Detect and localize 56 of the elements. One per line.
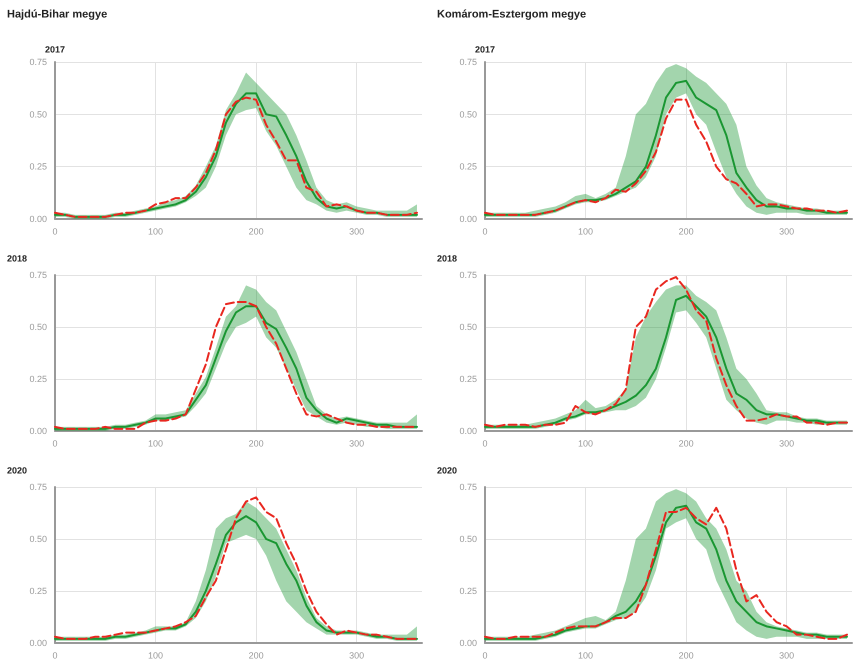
y-tick-label: 0.75 <box>29 482 47 492</box>
x-tick-label: 100 <box>148 650 164 660</box>
y-tick-label: 0.75 <box>459 270 477 280</box>
x-tick-label: 200 <box>248 650 264 660</box>
x-tick-label: 100 <box>578 650 594 660</box>
y-tick-label: 0.75 <box>459 57 477 67</box>
y-tick-label: 0.50 <box>459 322 477 332</box>
x-tick-label: 200 <box>248 226 264 236</box>
x-tick-label: 300 <box>349 226 364 236</box>
x-tick-label: 0 <box>52 438 58 448</box>
chart-subtitle: 2017 <box>475 44 496 54</box>
x-tick-label: 0 <box>52 226 58 236</box>
x-tick-label: 0 <box>482 226 488 236</box>
chart-subtitle: 2017 <box>45 44 66 54</box>
x-tick-label: 0 <box>482 438 488 448</box>
x-tick-label: 300 <box>349 438 364 448</box>
y-tick-label: 0.00 <box>459 426 477 436</box>
y-tick-label: 0.25 <box>459 374 477 384</box>
y-tick-label: 0.75 <box>29 57 47 67</box>
y-tick-label: 0.50 <box>29 322 47 332</box>
x-tick-label: 0 <box>482 650 488 660</box>
x-tick-label: 300 <box>779 226 794 236</box>
chart-title: 2018 <box>437 254 458 264</box>
y-tick-label: 0.00 <box>29 214 47 224</box>
x-tick-label: 100 <box>578 438 594 448</box>
y-tick-label: 0.50 <box>29 534 47 544</box>
x-tick-label: 100 <box>148 438 164 448</box>
y-tick-label: 0.00 <box>459 214 477 224</box>
x-tick-label: 200 <box>678 650 694 660</box>
y-tick-label: 0.25 <box>459 586 477 596</box>
y-tick-label: 0.50 <box>29 109 47 120</box>
chart-title: 2020 <box>7 466 28 476</box>
x-tick-label: 300 <box>779 650 794 660</box>
x-tick-label: 100 <box>148 226 164 236</box>
chart-title: 2018 <box>7 254 28 264</box>
chart-title: Komárom-Esztergom megye <box>437 8 586 20</box>
x-tick-label: 100 <box>578 226 594 236</box>
y-tick-label: 0.25 <box>29 586 47 596</box>
y-tick-label: 0.50 <box>459 109 477 120</box>
x-tick-label: 0 <box>52 650 58 660</box>
y-tick-label: 0.75 <box>29 270 47 280</box>
y-tick-label: 0.50 <box>459 534 477 544</box>
chart-title: 2020 <box>437 466 458 476</box>
y-tick-label: 0.00 <box>29 638 47 648</box>
x-tick-label: 300 <box>779 438 794 448</box>
y-tick-label: 0.25 <box>29 162 47 172</box>
x-tick-label: 200 <box>678 438 694 448</box>
y-tick-label: 0.00 <box>29 426 47 436</box>
y-tick-label: 0.25 <box>459 162 477 172</box>
y-tick-label: 0.25 <box>29 374 47 384</box>
x-tick-label: 200 <box>678 226 694 236</box>
x-tick-label: 200 <box>248 438 264 448</box>
x-tick-label: 300 <box>349 650 364 660</box>
chart-title: Hajdú-Bihar megye <box>7 8 108 20</box>
y-tick-label: 0.75 <box>459 482 477 492</box>
y-tick-label: 0.00 <box>459 638 477 648</box>
